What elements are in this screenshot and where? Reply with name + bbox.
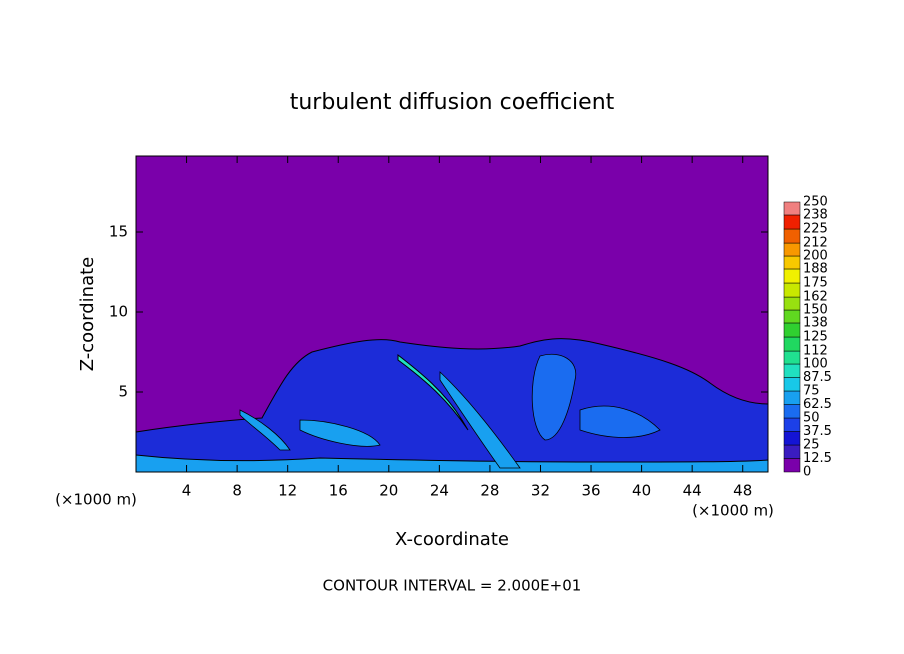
x-tick-label: 40 — [632, 482, 651, 500]
x-tick-label: 16 — [329, 482, 348, 500]
colorbar-label: 100 — [803, 357, 828, 372]
field-streak — [579, 405, 661, 438]
x-tick-label: 20 — [379, 482, 398, 500]
field-streak — [299, 419, 381, 447]
colorbar-label: 37.5 — [803, 424, 832, 439]
plot-frame — [135, 155, 769, 473]
x-tick-label: 12 — [278, 482, 297, 500]
colorbar-label: 0 — [803, 465, 811, 480]
colorbar-label: 162 — [803, 290, 828, 305]
colorbar-bin — [783, 377, 801, 392]
colorbar-bin — [783, 255, 801, 270]
colorbar-bin — [783, 214, 801, 230]
colorbar-bin — [783, 390, 801, 405]
colorbar-label: 112 — [803, 344, 828, 359]
colorbar-label: 250 — [803, 195, 828, 210]
x-tick-label: 24 — [430, 482, 449, 500]
colorbar-bin — [783, 268, 801, 284]
y-axis-label: Z-coordinate — [77, 257, 98, 372]
colorbar-label: 175 — [803, 276, 828, 291]
colorbar-bin — [783, 322, 801, 338]
colorbar-bin — [783, 458, 801, 473]
x-tick-label: 44 — [683, 482, 702, 500]
x-tick-label: 28 — [480, 482, 499, 500]
colorbar-label: 25 — [803, 438, 820, 453]
x-tick-label: 32 — [531, 482, 550, 500]
colorbar-bin — [783, 201, 801, 216]
colorbar-label: 150 — [803, 303, 828, 318]
chart-title: turbulent diffusion coefficient — [290, 90, 615, 115]
field-streak — [239, 409, 291, 451]
colorbar-label: 238 — [803, 207, 828, 222]
y-tick-label: 10 — [109, 303, 128, 321]
footer-note: CONTOUR INTERVAL = 2.000E+01 — [323, 577, 582, 595]
field-streak — [397, 353, 469, 431]
field-region — [136, 454, 768, 472]
x-axis-label: X-coordinate — [395, 529, 509, 550]
colorbar-bin — [783, 309, 801, 324]
colorbar-bin — [783, 417, 801, 432]
colorbar-label: 138 — [803, 315, 828, 330]
colorbar-bin — [783, 296, 801, 311]
colorbar-bin — [783, 282, 801, 298]
y-axis-unit: (×1000 m) — [55, 491, 137, 509]
field — [136, 338, 768, 472]
x-tick-label: 8 — [232, 482, 242, 500]
colorbar-label: 12.5 — [803, 451, 832, 466]
x-tick-label: 4 — [182, 482, 192, 500]
colorbar-label: 225 — [803, 222, 828, 237]
colorbar-label: 212 — [803, 236, 828, 251]
colorbar-bin — [783, 228, 801, 244]
colorbar-label: 188 — [803, 261, 828, 276]
field-streak — [531, 354, 577, 441]
field-streak — [439, 371, 521, 469]
colorbar-label: 75 — [803, 384, 820, 399]
colorbar-label: 50 — [803, 411, 820, 426]
colorbar-bin — [783, 431, 801, 446]
x-tick-label: 48 — [733, 482, 752, 500]
colorbar-bin — [783, 404, 801, 419]
colorbar-bin — [783, 336, 801, 352]
x-axis-unit: (×1000 m) — [692, 502, 774, 520]
colorbar-label: 62.5 — [803, 397, 832, 412]
colorbar-label: 200 — [803, 249, 828, 264]
x-tick-label: 36 — [581, 482, 600, 500]
colorbar-label: 125 — [803, 330, 828, 345]
colorbar-label: 87.5 — [803, 370, 832, 385]
y-tick-label: 5 — [118, 383, 128, 401]
colorbar-bin — [783, 363, 801, 378]
y-tick-label: 15 — [109, 223, 128, 241]
colorbar-bin — [783, 242, 801, 257]
colorbar-bin — [783, 444, 801, 459]
colorbar-bin — [783, 350, 801, 365]
